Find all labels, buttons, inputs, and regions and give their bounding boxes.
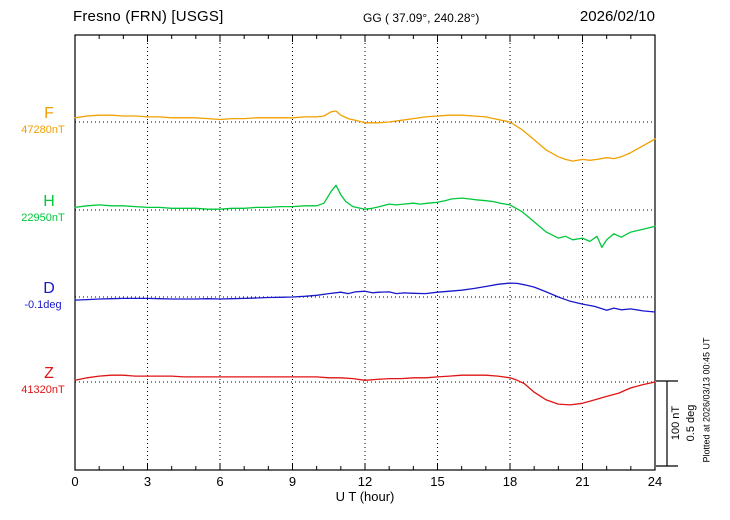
x-tick-label-9: 9 bbox=[288, 474, 297, 489]
channel-baseline-value-F: 47280nT bbox=[21, 124, 65, 136]
x-tick-label-15: 15 bbox=[430, 474, 445, 489]
x-tick-label-21: 21 bbox=[575, 474, 590, 489]
channel-letter-H: H bbox=[43, 193, 55, 210]
x-tick-label-3: 3 bbox=[143, 474, 152, 489]
channel-baseline-value-H: 22950nT bbox=[21, 212, 65, 224]
trace-Z bbox=[74, 374, 656, 406]
x-axis-label: U T (hour) bbox=[335, 489, 395, 504]
x-tick-label-12: 12 bbox=[357, 474, 373, 489]
scale-bar-label: 100 nT 0.5 deg bbox=[670, 404, 697, 442]
plot-date: 2026/02/10 bbox=[579, 8, 655, 25]
geographic-coords: GG ( 37.09°, 240.28°) bbox=[363, 11, 480, 25]
channel-letter-D: D bbox=[43, 280, 55, 297]
trace-F bbox=[74, 110, 656, 162]
x-tick-label-24: 24 bbox=[647, 474, 663, 489]
trace-H bbox=[74, 184, 656, 249]
x-tick-label-18: 18 bbox=[502, 474, 518, 489]
x-tick-label-6: 6 bbox=[216, 474, 224, 489]
channel-baseline-value-Z: 41320nT bbox=[21, 384, 65, 396]
channel-letter-Z: Z bbox=[44, 365, 54, 382]
trace-D bbox=[74, 282, 656, 313]
plotted-at-note: Plotted at 2026/03/13 00:45 UT bbox=[701, 337, 712, 463]
x-tick-label-0: 0 bbox=[71, 474, 79, 489]
channel-baseline-value-D: -0.1deg bbox=[24, 299, 62, 311]
channel-letter-F: F bbox=[44, 105, 54, 122]
station-title: Fresno (FRN) [USGS] bbox=[73, 8, 224, 25]
